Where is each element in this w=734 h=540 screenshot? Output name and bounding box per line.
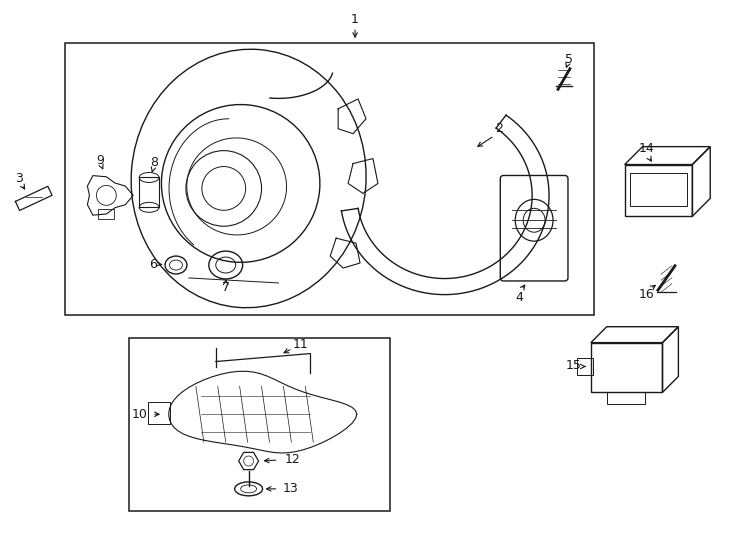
Bar — [65, 43, 594, 315]
Bar — [607, 393, 644, 404]
Bar — [139, 178, 159, 207]
Text: 4: 4 — [515, 292, 523, 305]
Text: 1: 1 — [351, 13, 359, 26]
Text: 11: 11 — [292, 338, 308, 351]
Text: 13: 13 — [283, 482, 298, 495]
Text: 5: 5 — [565, 52, 573, 65]
Bar — [630, 172, 687, 206]
Text: 15: 15 — [566, 359, 582, 372]
Text: 3: 3 — [15, 172, 23, 185]
Bar — [625, 165, 692, 217]
Text: 2: 2 — [495, 122, 504, 135]
Text: 7: 7 — [222, 281, 230, 294]
Bar — [98, 210, 115, 219]
Bar — [591, 342, 663, 393]
Bar — [148, 402, 170, 424]
Bar — [129, 338, 390, 511]
Text: 12: 12 — [285, 453, 300, 465]
Text: 10: 10 — [131, 408, 147, 421]
Text: 8: 8 — [150, 156, 158, 169]
Text: 6: 6 — [149, 258, 157, 271]
Text: 14: 14 — [639, 142, 655, 155]
Bar — [577, 357, 593, 375]
Text: 16: 16 — [639, 288, 655, 301]
Text: 9: 9 — [96, 154, 104, 167]
